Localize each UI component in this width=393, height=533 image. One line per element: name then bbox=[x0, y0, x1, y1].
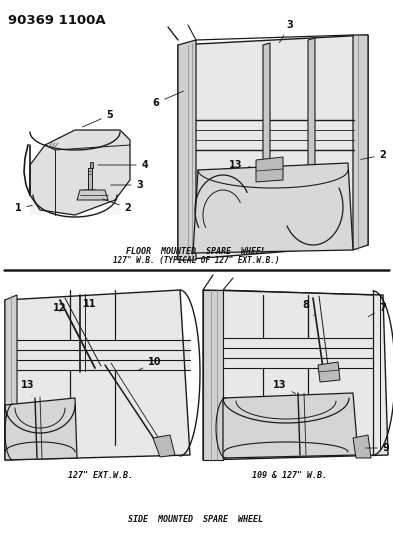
Text: 12: 12 bbox=[53, 303, 67, 313]
Text: 127" W.B. (TYPICAL OF 127" EXT.W.B.): 127" W.B. (TYPICAL OF 127" EXT.W.B.) bbox=[113, 256, 279, 265]
Polygon shape bbox=[90, 162, 93, 168]
Polygon shape bbox=[318, 362, 340, 382]
Text: 9: 9 bbox=[366, 443, 389, 453]
Polygon shape bbox=[178, 40, 196, 260]
Polygon shape bbox=[30, 195, 120, 217]
Polygon shape bbox=[196, 120, 354, 150]
Polygon shape bbox=[83, 190, 97, 195]
Text: 1: 1 bbox=[15, 203, 32, 213]
Text: 6: 6 bbox=[152, 91, 184, 108]
Text: 13: 13 bbox=[21, 380, 35, 395]
Text: 13: 13 bbox=[229, 160, 253, 170]
Polygon shape bbox=[77, 190, 108, 200]
Polygon shape bbox=[256, 157, 283, 182]
Text: 11: 11 bbox=[83, 299, 97, 309]
Text: 90369 1100A: 90369 1100A bbox=[8, 14, 106, 27]
Polygon shape bbox=[88, 168, 92, 192]
Text: FLOOR  MOUNTED  SPARE  WHEEL: FLOOR MOUNTED SPARE WHEEL bbox=[126, 247, 266, 256]
Polygon shape bbox=[17, 340, 190, 370]
Text: SIDE  MOUNTED  SPARE  WHEEL: SIDE MOUNTED SPARE WHEEL bbox=[129, 515, 263, 524]
Text: 109 & 127" W.B.: 109 & 127" W.B. bbox=[252, 471, 327, 480]
Text: 8: 8 bbox=[303, 300, 314, 316]
Polygon shape bbox=[30, 130, 130, 215]
Polygon shape bbox=[353, 35, 368, 250]
Polygon shape bbox=[153, 435, 175, 457]
Polygon shape bbox=[353, 435, 371, 458]
Text: 10: 10 bbox=[138, 357, 162, 371]
Polygon shape bbox=[203, 290, 388, 460]
Polygon shape bbox=[223, 338, 373, 368]
Polygon shape bbox=[263, 43, 270, 173]
Text: 7: 7 bbox=[368, 303, 386, 317]
Text: 5: 5 bbox=[83, 110, 113, 127]
Polygon shape bbox=[203, 290, 223, 460]
Text: 2: 2 bbox=[361, 150, 386, 160]
Polygon shape bbox=[5, 290, 190, 460]
Polygon shape bbox=[5, 398, 77, 460]
Text: 2: 2 bbox=[103, 199, 131, 213]
Text: 4: 4 bbox=[98, 160, 149, 170]
Text: 13: 13 bbox=[273, 380, 296, 394]
Text: 3: 3 bbox=[279, 20, 294, 43]
Text: 127" EXT.W.B.: 127" EXT.W.B. bbox=[68, 471, 132, 480]
Polygon shape bbox=[308, 38, 315, 167]
Polygon shape bbox=[193, 163, 353, 253]
Polygon shape bbox=[5, 295, 17, 460]
Polygon shape bbox=[178, 35, 368, 260]
Polygon shape bbox=[223, 393, 358, 458]
Text: 3: 3 bbox=[111, 180, 143, 190]
